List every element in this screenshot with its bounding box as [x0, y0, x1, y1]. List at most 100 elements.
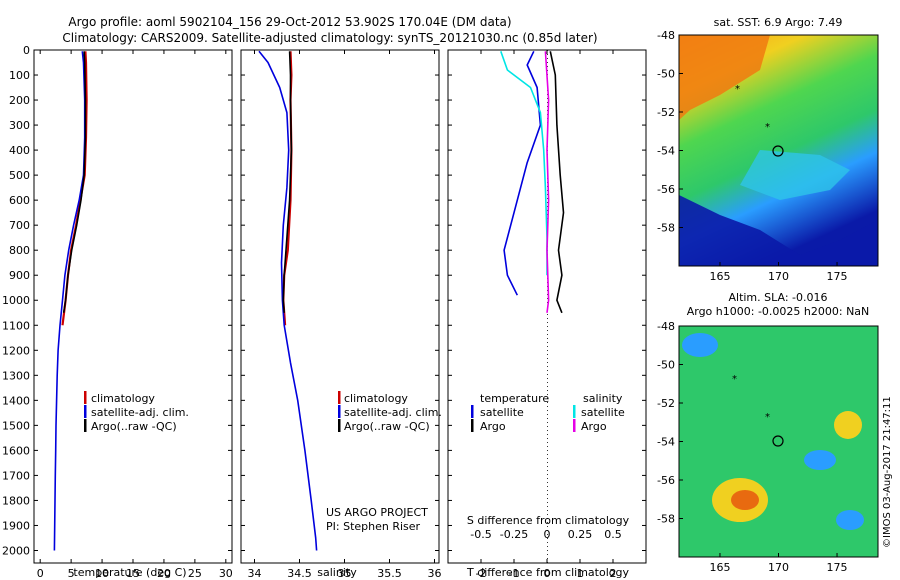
depth-tick-label: 900: [9, 269, 30, 282]
track-marker: *: [732, 374, 737, 385]
map-x-tick-label: 170: [768, 270, 789, 283]
legend-title-temperature: temperature: [480, 392, 549, 405]
series-line: [282, 51, 293, 313]
depth-tick-label: 200: [9, 94, 30, 107]
x-tick-label: 34: [248, 567, 262, 580]
depth-tick-label: 1400: [2, 394, 30, 407]
sla-map-subtitle: Argo h1000: -0.0025 h2000: NaN: [687, 305, 870, 318]
x-tick-label: 20: [157, 567, 171, 580]
track-marker: *: [765, 122, 770, 133]
track-marker: *: [765, 412, 770, 423]
x-tick-label: 0: [37, 567, 44, 580]
depth-tick-label: 100: [9, 69, 30, 82]
x-tick-label: 35: [338, 567, 352, 580]
map-y-tick-label: -48: [657, 29, 675, 42]
x-tick-label: 10: [95, 567, 109, 580]
sst-map: sat. SST: 6.9 Argo: 7.49 165 170 175 -48 -50…: [657, 16, 879, 283]
series-line: [544, 51, 550, 313]
salinity-xlabel: salinity: [317, 566, 357, 579]
x-tick-label: 5: [68, 567, 75, 580]
legend-label-climatology: climatology: [91, 392, 155, 405]
series-line: [62, 51, 87, 313]
map-x-tick-label: 165: [709, 270, 730, 283]
map-y-tick-label: -56: [657, 183, 675, 196]
x-tick-label: 0: [544, 567, 551, 580]
series-line: [500, 51, 548, 276]
figure-title-line2: Climatology: CARS2009. Satellite-adjuste…: [62, 31, 597, 45]
legend-swatch-satellite: [84, 405, 87, 418]
sla-map: Altim. SLA: -0.016 Argo h1000: -0.0025 h…: [657, 291, 879, 574]
legend-label-argo: Argo(..raw -QC): [91, 420, 177, 433]
sla-peak-patch: [731, 490, 759, 510]
legend-swatch-temperature-satellite: [471, 405, 474, 418]
legend-swatch-argo: [84, 419, 87, 432]
legend-label-climatology: climatology: [344, 392, 408, 405]
map-y-tick-label: -54: [657, 145, 675, 158]
legend-label-temperature-argo: Argo: [480, 420, 506, 433]
imos-credit: ©IMOS 03-Aug-2017 21:47:11: [882, 396, 893, 548]
sst-cold-patch: [679, 195, 878, 266]
argo-float-marker: [772, 435, 784, 447]
depth-tick-label: 1600: [2, 444, 30, 457]
legend-label-salinity-argo: Argo: [581, 420, 607, 433]
series-line: [503, 50, 542, 296]
project-annotation-line2: PI: Stephen Riser: [326, 520, 421, 533]
depth-tick-label: 500: [9, 169, 30, 182]
sla-high-patch: [834, 411, 862, 439]
legend-label-satellite: satellite-adj. clim.: [344, 406, 442, 419]
x-tick-label: 30: [219, 567, 233, 580]
depth-tick-label: 1100: [2, 319, 30, 332]
legend-swatch-salinity-argo: [573, 419, 576, 432]
x-tick-label: 36: [428, 567, 442, 580]
depth-tick-label: 1000: [2, 294, 30, 307]
depth-tick-label: 1900: [2, 519, 30, 532]
depth-tick-label: 600: [9, 194, 30, 207]
depth-tick-label: 1300: [2, 369, 30, 382]
salinity-panel: 34 34.5 35 35.5 36 climatology satellite-adj…: [240, 49, 442, 580]
x-tick-label: 1: [577, 567, 584, 580]
map-y-tick-label: -58: [657, 222, 675, 235]
sla-low-patch: [836, 510, 864, 530]
salinity-axes: [240, 49, 440, 564]
sst-warm-patch: [679, 35, 770, 120]
x-tick-label: 15: [126, 567, 140, 580]
legend-swatch-argo: [338, 419, 341, 432]
temperature-panel: 0100200300400500600700800900100011001200…: [2, 44, 233, 580]
legend-label-salinity-satellite: satellite: [581, 406, 625, 419]
x-tick-label: 25: [188, 567, 202, 580]
series-line: [549, 51, 565, 314]
map-y-tick-label: -52: [657, 106, 675, 119]
top-x-tick-label: 0.5: [604, 528, 622, 541]
difference-panel: -2 -1 0 1 2 -0.5 -0.25 0 0.25 0.5 temperature sal…: [447, 49, 647, 580]
map-x-tick-label: 175: [827, 270, 848, 283]
depth-tick-label: 1700: [2, 469, 30, 482]
top-x-tick-label: 0: [544, 528, 551, 541]
map-x-tick-label: 165: [709, 561, 730, 574]
x-tick-label: 35.5: [377, 567, 402, 580]
temperature-legend: climatology satellite-adj. clim. Argo(..…: [84, 391, 189, 433]
x-tick-label: 2: [610, 567, 617, 580]
depth-tick-label: 1500: [2, 419, 30, 432]
depth-tick-label: 700: [9, 219, 30, 232]
top-x-tick-label: -0.25: [500, 528, 528, 541]
temperature-difference-xlabel: T difference from climatology: [466, 566, 629, 579]
track-marker: *: [735, 84, 740, 95]
project-annotation-line1: US ARGO PROJECT: [326, 506, 428, 519]
x-tick-label: -2: [476, 567, 487, 580]
depth-tick-label: 400: [9, 144, 30, 157]
map-x-tick-label: 170: [768, 561, 789, 574]
sla-low-patch: [682, 333, 718, 357]
sla-low-patch: [804, 450, 836, 470]
depth-tick-label: 800: [9, 244, 30, 257]
legend-swatch-climatology: [338, 391, 341, 404]
map-y-tick-label: -50: [657, 359, 675, 372]
temperature-axes: [33, 49, 233, 564]
sla-map-title: Altim. SLA: -0.016: [728, 291, 827, 304]
top-x-tick-label: 0.25: [568, 528, 593, 541]
legend-swatch-climatology: [84, 391, 87, 404]
difference-legend: temperature salinity satellite Argo sate…: [471, 392, 625, 433]
series-line: [258, 50, 318, 551]
map-y-tick-label: -52: [657, 397, 675, 410]
legend-swatch-satellite: [338, 405, 341, 418]
